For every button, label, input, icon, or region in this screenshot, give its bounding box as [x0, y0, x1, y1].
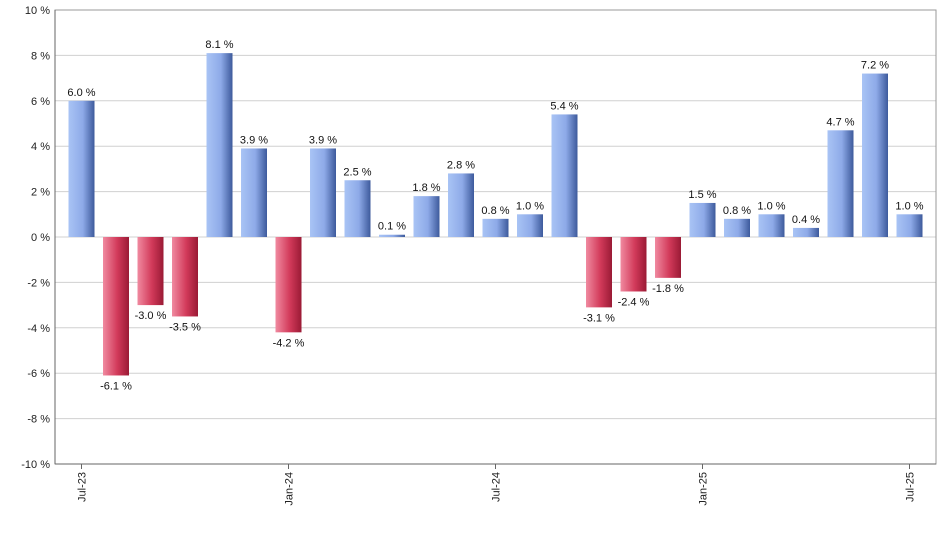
- bar: [206, 53, 233, 237]
- bar-value-label: -3.1 %: [583, 312, 615, 324]
- bar-value-label: 1.0 %: [895, 200, 923, 212]
- bar-value-label: -3.0 %: [135, 310, 167, 322]
- bar: [310, 148, 336, 237]
- bar: [758, 214, 785, 237]
- y-tick-label: 6 %: [31, 96, 50, 108]
- bar: [68, 100, 95, 237]
- bar: [137, 237, 164, 306]
- bar-value-label: -2.4 %: [618, 296, 650, 308]
- x-tick-label: Jul-25: [905, 472, 917, 502]
- x-tick-label: Jan-24: [284, 472, 296, 506]
- bar: [586, 237, 612, 308]
- x-axis-tick-labels: Jul-23 Jan-24 Jul-24 Jan-25 Jul-25: [77, 464, 917, 506]
- x-tick-label: Jan-25: [698, 472, 710, 506]
- bar: [896, 214, 923, 237]
- y-tick-label: 2 %: [31, 187, 50, 199]
- bar: [103, 237, 129, 376]
- bar-value-label: 0.8 %: [481, 205, 509, 217]
- y-axis-tick-labels: -10 % -8 % -6 % -4 % -2 % 0 % 2 % 4 % 6 % 8 % 10 %: [21, 5, 50, 471]
- bar-value-label: 8.1 %: [205, 39, 233, 51]
- bar-value-label: 3.9 %: [309, 134, 337, 146]
- bar-value-label: 1.5 %: [688, 189, 716, 201]
- bar-value-label: -6.1 %: [100, 380, 132, 392]
- y-tick-label: 4 %: [31, 141, 50, 153]
- bar-value-label: 6.0 %: [67, 87, 95, 99]
- bar-value-label: 5.4 %: [550, 100, 578, 112]
- bar: [793, 227, 819, 237]
- bar-value-label: 1.0 %: [757, 200, 785, 212]
- bar: [241, 148, 267, 237]
- bar: [275, 237, 302, 333]
- bar: [620, 237, 647, 292]
- y-tick-label: -4 %: [27, 323, 50, 335]
- bars: [68, 53, 923, 376]
- bar-value-label: 1.8 %: [412, 182, 440, 194]
- bar: [413, 196, 440, 237]
- bar-value-label: 0.1 %: [378, 221, 406, 233]
- bar: [724, 218, 750, 237]
- bar-value-label: 0.4 %: [792, 214, 820, 226]
- bar: [482, 218, 509, 237]
- bar-value-label: -3.5 %: [169, 321, 201, 333]
- bar-value-label: 7.2 %: [861, 60, 889, 72]
- bar-value-label: 2.5 %: [343, 166, 371, 178]
- y-tick-label: -6 %: [27, 368, 50, 380]
- bar-value-label: -4.2 %: [273, 337, 305, 349]
- bar: [862, 73, 888, 237]
- y-tick-label: 10 %: [25, 5, 50, 17]
- bar: [551, 114, 578, 237]
- y-tick-label: -10 %: [21, 459, 50, 471]
- y-tick-label: 8 %: [31, 50, 50, 62]
- y-tick-label: -2 %: [27, 277, 50, 289]
- x-tick-label: Jul-24: [491, 472, 503, 502]
- bar: [379, 234, 405, 237]
- bar: [827, 130, 854, 237]
- bar-value-label: -1.8 %: [652, 283, 684, 295]
- x-tick-label: Jul-23: [77, 472, 89, 502]
- bar-value-label: 3.9 %: [240, 134, 268, 146]
- bar: [689, 202, 716, 237]
- bar-value-label: 0.8 %: [723, 205, 751, 217]
- bar: [344, 180, 371, 237]
- y-tick-label: -8 %: [27, 414, 50, 426]
- bar: [172, 237, 198, 317]
- y-tick-label: 0 %: [31, 232, 50, 244]
- bar-value-label: 2.8 %: [447, 159, 475, 171]
- bar-value-label: 1.0 %: [516, 200, 544, 212]
- bar: [655, 237, 681, 278]
- bar-value-label: 4.7 %: [826, 116, 854, 128]
- bar: [517, 214, 543, 237]
- bar-value-labels: 6.0 % -6.1 % -3.0 %-3.5 % 8.1 % 3.9 % -4.2 % 3…: [67, 39, 923, 392]
- bar: [448, 173, 474, 237]
